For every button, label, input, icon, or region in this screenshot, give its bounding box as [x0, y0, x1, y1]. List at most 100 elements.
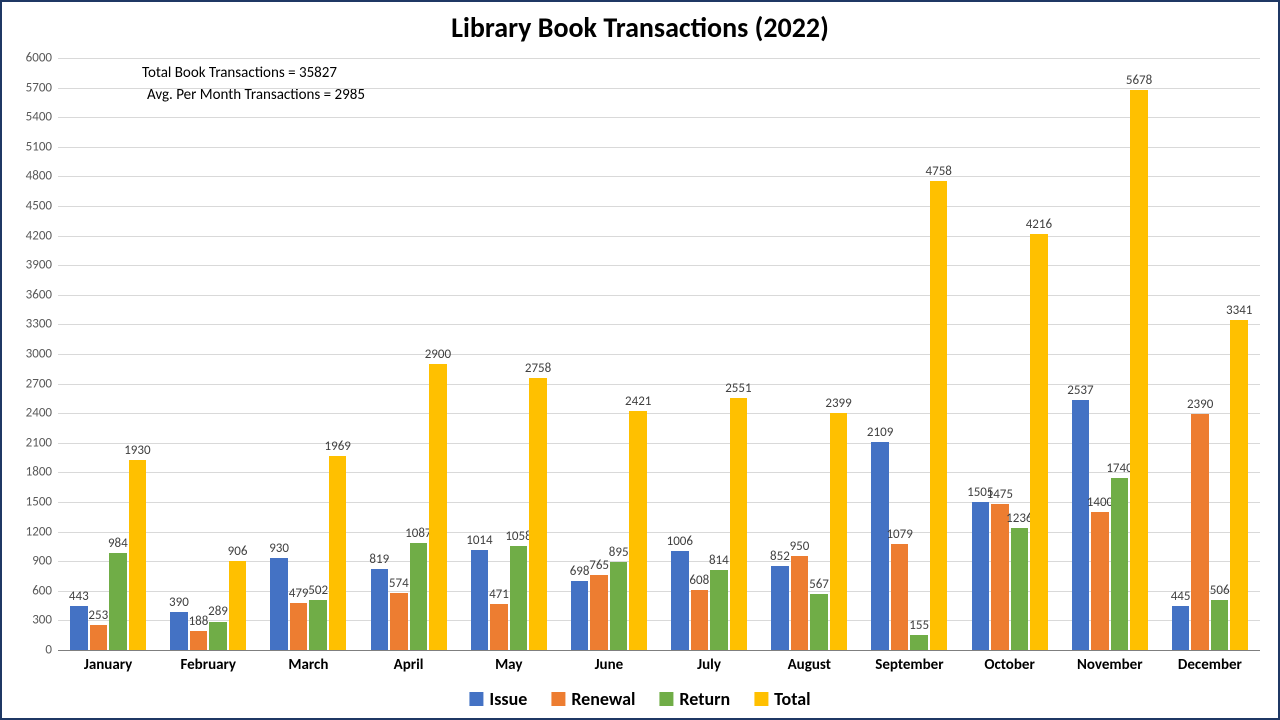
bar — [209, 622, 227, 651]
data-label: 698 — [570, 564, 590, 579]
legend-item: Issue — [469, 688, 527, 710]
x-category: March — [288, 650, 328, 674]
bar — [571, 581, 589, 650]
bar — [390, 593, 408, 650]
data-label: 1475 — [987, 487, 1013, 502]
y-tick: 2100 — [26, 435, 58, 450]
bars-layer: 4432539841930390188289906930479502196981… — [58, 58, 1260, 650]
legend-item: Return — [659, 688, 730, 710]
y-tick: 2400 — [26, 406, 58, 421]
y-tick: 1200 — [26, 524, 58, 539]
data-label: 1058 — [505, 529, 531, 544]
bar — [1211, 600, 1229, 650]
y-tick: 3600 — [26, 287, 58, 302]
bar — [270, 558, 288, 650]
legend-label: Total — [774, 688, 810, 710]
data-label: 253 — [88, 608, 108, 623]
data-label: 895 — [609, 545, 629, 560]
data-label: 567 — [809, 577, 829, 592]
x-category: April — [394, 650, 424, 674]
y-tick: 600 — [32, 583, 58, 598]
data-label: 1079 — [886, 527, 912, 542]
chart-title: Library Book Transactions (2022) — [2, 2, 1278, 45]
data-label: 2551 — [725, 381, 751, 396]
data-label: 765 — [589, 558, 609, 573]
bar — [730, 398, 748, 650]
bar — [1130, 90, 1148, 650]
data-label: 814 — [709, 553, 729, 568]
legend-swatch — [659, 692, 673, 706]
bar — [309, 600, 327, 650]
legend-item: Renewal — [551, 688, 635, 710]
y-tick: 1500 — [26, 495, 58, 510]
bar — [1230, 320, 1248, 650]
y-tick: 4800 — [26, 169, 58, 184]
y-tick: 2700 — [26, 376, 58, 391]
plot-area: 0300600900120015001800210024002700300033… — [58, 58, 1260, 650]
data-label: 3341 — [1226, 303, 1252, 318]
y-tick: 5100 — [26, 139, 58, 154]
data-label: 950 — [790, 539, 810, 554]
legend-swatch — [754, 692, 768, 706]
bar — [791, 556, 809, 650]
x-category: February — [180, 650, 236, 674]
bar — [371, 569, 389, 650]
bar — [129, 460, 147, 650]
bar — [1191, 414, 1209, 650]
data-label: 5678 — [1126, 73, 1152, 88]
bar — [529, 378, 547, 650]
data-label: 906 — [228, 544, 248, 559]
bar — [871, 442, 889, 650]
x-category: October — [984, 650, 1034, 674]
bar — [991, 504, 1009, 650]
bar — [510, 546, 528, 650]
data-label: 2390 — [1187, 397, 1213, 412]
bar — [490, 604, 508, 650]
y-tick: 4200 — [26, 228, 58, 243]
y-tick: 6000 — [26, 51, 58, 66]
bar — [629, 411, 647, 650]
data-label: 1087 — [405, 526, 431, 541]
y-tick: 3300 — [26, 317, 58, 332]
bar — [471, 550, 489, 650]
data-label: 2399 — [825, 396, 851, 411]
data-label: 819 — [369, 552, 389, 567]
bar — [610, 562, 628, 650]
data-label: 1014 — [466, 533, 492, 548]
data-label: 2900 — [425, 347, 451, 362]
x-category: August — [788, 650, 831, 674]
data-label: 1969 — [325, 439, 351, 454]
y-tick: 4500 — [26, 199, 58, 214]
bar — [972, 502, 990, 650]
data-label: 574 — [389, 576, 409, 591]
y-tick: 1800 — [26, 465, 58, 480]
y-tick: 3900 — [26, 258, 58, 273]
data-label: 390 — [169, 595, 189, 610]
x-category: July — [697, 650, 721, 674]
data-label: 1006 — [667, 534, 693, 549]
data-label: 852 — [770, 549, 790, 564]
legend-swatch — [469, 692, 483, 706]
bar — [90, 625, 108, 650]
data-label: 2421 — [625, 394, 651, 409]
data-label: 2109 — [867, 425, 893, 440]
y-tick: 3000 — [26, 347, 58, 362]
legend: Issue Renewal Return Total — [469, 688, 810, 710]
data-label: 1930 — [124, 443, 150, 458]
y-tick: 0 — [45, 643, 58, 658]
data-label: 155 — [909, 618, 929, 633]
bar — [830, 413, 848, 650]
data-label: 2758 — [525, 361, 551, 376]
y-tick: 5400 — [26, 110, 58, 125]
data-label: 471 — [489, 587, 509, 602]
data-label: 984 — [108, 536, 128, 551]
bar — [710, 570, 728, 650]
bar — [290, 603, 308, 650]
data-label: 506 — [1210, 583, 1230, 598]
bar — [329, 456, 347, 650]
legend-item: Total — [754, 688, 810, 710]
bar — [1030, 234, 1048, 650]
bar — [910, 635, 928, 650]
bar — [410, 543, 428, 650]
bar — [771, 566, 789, 650]
